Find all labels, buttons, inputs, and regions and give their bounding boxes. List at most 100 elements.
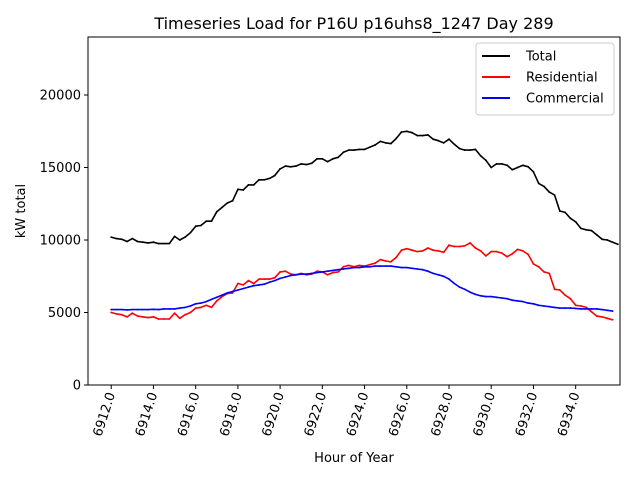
data-point [332,157,334,160]
data-point [337,271,340,273]
data-point [332,271,334,274]
data-point [384,260,387,262]
data-point [558,210,561,212]
data-point [427,247,429,249]
legend: Total Residential Commercial [475,42,615,116]
data-point [300,163,303,165]
plot-frame [87,36,621,386]
data-point [527,253,530,256]
data-point [242,284,245,286]
data-point [326,273,329,276]
data-point [210,298,213,301]
data-point [564,294,566,296]
data-point [258,178,260,181]
data-point [263,283,266,286]
data-point [448,244,450,247]
data-point [374,262,376,265]
data-point [405,266,408,269]
data-point [384,265,387,267]
data-point [522,300,524,303]
data-point [126,240,128,243]
data-point [189,231,192,234]
data-point [442,142,445,144]
data-point [511,299,514,302]
data-point [469,149,471,152]
data-point [215,296,218,299]
data-point [178,307,181,309]
data-point [463,149,466,152]
data-point [347,264,350,267]
data-point [342,268,345,270]
data-point [527,302,530,304]
data-point [580,227,582,230]
data-point [353,149,355,152]
data-point [511,168,514,171]
data-point [279,277,281,280]
series-points-commercial [110,265,614,312]
data-point [395,265,398,268]
data-point [532,170,535,173]
data-point [453,143,456,146]
data-point [516,248,519,251]
data-point [321,271,324,273]
data-point [411,267,413,270]
data-point [173,308,176,310]
data-point [569,307,572,309]
series-line-residential [110,242,613,321]
x-axis-label: Hour of Year [314,451,394,466]
data-point [342,265,345,268]
data-point [569,217,572,220]
data-point [126,316,128,318]
data-point [210,306,213,309]
data-point [601,308,603,311]
data-point [595,308,598,310]
data-point [474,293,477,296]
data-point [432,138,435,141]
data-point [553,194,556,197]
data-point [569,297,572,300]
data-point [548,305,551,308]
data-point [479,250,482,252]
data-point [558,289,561,291]
data-point [194,302,197,305]
data-point [157,318,160,320]
data-point [416,250,419,253]
data-point [205,304,208,307]
data-point [200,302,202,304]
data-point [537,304,540,307]
data-point [358,148,361,151]
data-point [511,252,514,255]
data-point [374,144,376,146]
data-point [284,270,287,273]
data-point [532,302,535,305]
data-point [437,250,440,252]
data-point [516,166,519,169]
data-point [242,189,245,191]
data-point [506,255,508,258]
data-point [152,308,155,311]
data-point [379,258,382,261]
data-point [337,268,340,271]
data-point [606,309,609,312]
data-point [221,206,224,209]
chart-title: Timeseries Load for P16U p16uhs8_1247 Da… [153,14,553,34]
data-point [310,272,313,275]
data-point [279,168,281,170]
data-point [110,308,113,311]
data-point [390,265,392,267]
data-point [485,295,487,298]
data-point [458,245,461,248]
data-point [516,300,519,302]
data-point [463,288,466,291]
data-point [353,266,355,269]
data-point [448,138,450,141]
data-point [247,184,250,186]
data-point [263,278,266,280]
data-point [252,282,255,285]
data-point [506,164,508,167]
data-point [252,184,255,186]
data-point [347,267,350,270]
data-point [189,311,192,314]
data-point [178,239,181,241]
data-point [595,315,598,317]
